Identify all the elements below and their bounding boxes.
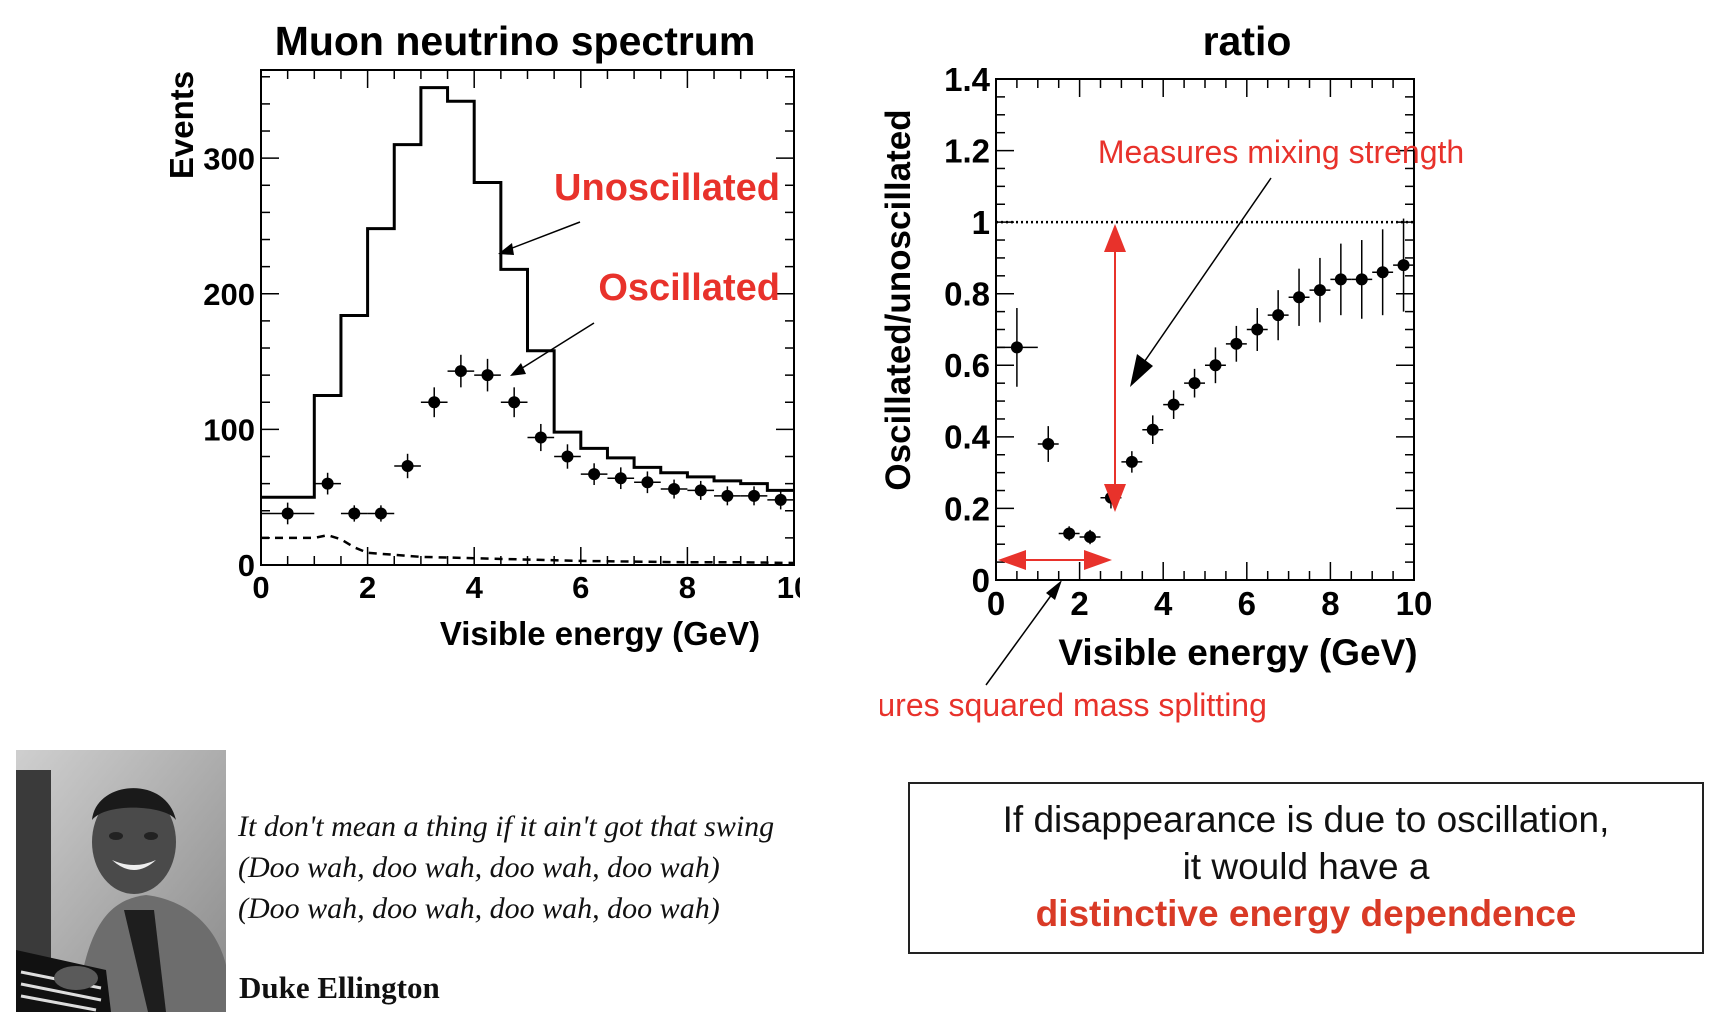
energy-dependence-note: If disappearance is due to oscillation, … [908,782,1704,954]
data-point [1042,438,1054,450]
x-tick-label: 4 [1154,585,1173,622]
y-tick-label: 300 [203,141,255,176]
spectrum-chart: Muon neutrino spectrum Events Visible en… [0,0,800,660]
y-tick-label: 0 [972,562,990,599]
data-point [748,490,760,502]
data-point [1230,338,1242,350]
data-point [1209,359,1221,371]
data-point [1168,399,1180,411]
data-point [695,484,707,496]
spectrum-annotation-arrows [498,222,594,376]
data-point [402,460,414,472]
data-point [428,396,440,408]
y-tick-label: 1 [972,204,990,241]
data-point [455,365,467,377]
spectrum-x-axis-label: Visible energy (GeV) [440,615,760,652]
data-point [1011,341,1023,353]
note-emphasis: distinctive energy dependence [910,890,1702,937]
data-point [1293,291,1305,303]
quote-line-3: (Doo wah, doo wah, doo wah, doo wah) [238,888,774,929]
mass-splitting-annotation: Measures squared mass splitting [880,687,1267,723]
y-tick-label: 0 [238,548,255,583]
duke-ellington-photo [16,750,226,1012]
data-point [1335,273,1347,285]
data-point [508,396,520,408]
data-point [535,432,547,444]
data-point [641,476,653,488]
note-line-1: If disappearance is due to oscillation, [910,796,1702,843]
data-point [482,369,494,381]
spectrum-chart-title: Muon neutrino spectrum [275,18,756,64]
data-point [1272,309,1284,321]
quote-block: It don't mean a thing if it ain't got th… [238,806,774,929]
data-point [1189,377,1201,389]
splitting-arrow-head-left [998,550,1026,570]
x-tick-label: 8 [1321,585,1339,622]
unoscillated-annotation: Unoscillated [554,167,780,209]
data-point [1147,424,1159,436]
x-tick-label: 10 [777,570,800,605]
oscillated-arrow-line [519,323,594,370]
ratio-chart: ratio Oscillated/unoscillated Visible en… [880,0,1712,730]
x-tick-label: 2 [359,570,376,605]
note-line-2: it would have a [910,843,1702,890]
spectrum-y-axis-label: Events [163,71,200,179]
data-point [721,490,733,502]
mixing-arrow-head-top [1104,224,1126,252]
data-point [615,472,627,484]
y-tick-label: 1.4 [944,61,991,98]
data-point [561,451,573,463]
y-tick-label: 0.4 [944,419,991,456]
data-point [348,507,360,519]
quote-line-2: (Doo wah, doo wah, doo wah, doo wah) [238,847,774,888]
y-tick-label: 100 [203,413,255,448]
x-tick-label: 2 [1070,585,1088,622]
data-point [1126,456,1138,468]
x-tick-label: 8 [679,570,696,605]
y-tick-label: 200 [203,277,255,312]
ratio-y-axis-label: Oscillated/unoscillated [880,109,918,490]
data-point [1251,324,1263,336]
x-tick-label: 10 [1396,585,1433,622]
data-point [1084,531,1096,543]
ratio-x-axis-label: Visible energy (GeV) [1058,632,1417,673]
spectrum-plot-area [261,88,794,563]
mixing-strength-annotation: Measures mixing strength [1098,134,1464,170]
data-point [282,507,294,519]
data-point [1314,284,1326,296]
oscillated-arrow-head [510,363,526,376]
data-point [1377,266,1389,278]
ratio-plot-area [996,219,1414,545]
ratio-chart-title: ratio [1203,18,1292,64]
y-tick-label: 0.2 [944,490,990,527]
data-point [1356,273,1368,285]
splitting-arrow-head-right [1084,550,1112,570]
x-tick-label: 6 [572,570,589,605]
x-tick-label: 6 [1238,585,1256,622]
mixing-pointer-head [1130,354,1153,387]
data-point [1063,527,1075,539]
quote-line-1: It don't mean a thing if it ain't got th… [238,806,774,847]
y-tick-label: 1.2 [944,132,990,169]
quote-author: Duke Ellington [239,970,440,1006]
data-point [322,478,334,490]
y-tick-label: 0.8 [944,276,990,313]
data-point [375,507,387,519]
ratio-annotation-arrows [986,178,1271,685]
data-point [668,483,680,495]
data-point [588,468,600,480]
oscillated-annotation: Oscillated [598,267,780,309]
y-tick-label: 0.6 [944,347,990,384]
unoscillated-arrow-line [507,222,580,250]
mixing-pointer-line [1140,178,1271,368]
splitting-pointer-head [1046,580,1062,600]
x-tick-label: 4 [466,570,484,605]
data-point [1398,259,1410,271]
data-point [775,494,787,506]
